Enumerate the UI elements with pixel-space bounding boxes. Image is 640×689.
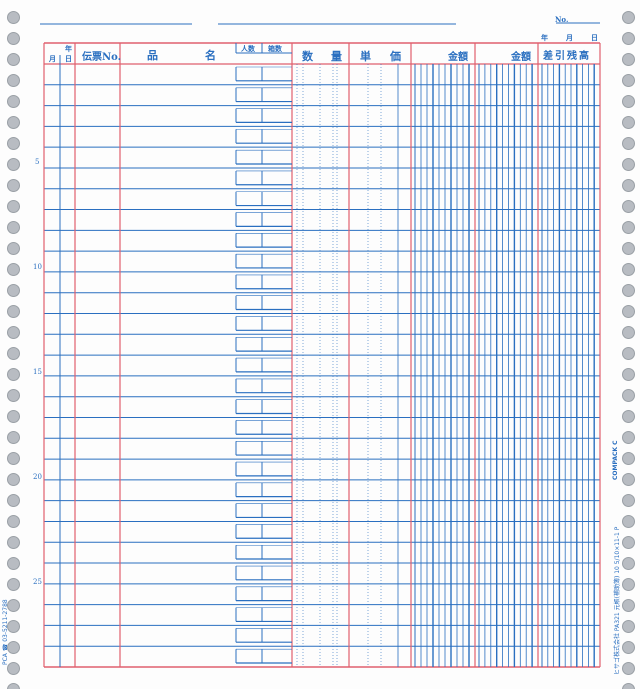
feed-hole	[622, 74, 635, 87]
header-item-name-2: 名	[205, 49, 216, 62]
header-month: 月	[49, 54, 56, 63]
feed-hole	[622, 515, 635, 528]
feed-hole	[622, 473, 635, 486]
feed-hole	[7, 95, 20, 108]
feed-hole	[622, 263, 635, 276]
date-day-label: 日	[591, 33, 598, 42]
header-item-name-1: 品	[147, 49, 158, 62]
header-quantity-1: 数	[302, 50, 313, 63]
right-side-print: ヒサゴ株式会社 PA321 元帳(補助簿) 10 5/10×11-1 P	[614, 526, 621, 675]
feed-hole	[622, 158, 635, 171]
feed-hole	[622, 389, 635, 402]
feed-hole	[7, 494, 20, 507]
feed-hole	[7, 389, 20, 402]
header-slip-no: 伝票No.	[82, 52, 122, 63]
row-number: 20	[33, 473, 42, 481]
feed-hole	[7, 179, 20, 192]
feed-hole	[7, 557, 20, 570]
no-label: No.	[555, 15, 569, 24]
feed-hole	[7, 137, 20, 150]
feed-hole	[622, 368, 635, 381]
feed-hole	[622, 137, 635, 150]
feed-hole	[622, 536, 635, 549]
feed-hole	[7, 431, 20, 444]
feed-hole	[622, 494, 635, 507]
feed-hole	[7, 410, 20, 423]
date-month-label: 月	[566, 33, 573, 42]
row-number: 5	[35, 158, 40, 166]
feed-hole	[7, 11, 20, 24]
feed-hole	[622, 641, 635, 654]
feed-hole	[622, 599, 635, 612]
feed-hole	[7, 368, 20, 381]
feed-hole	[622, 410, 635, 423]
feed-hole	[622, 32, 635, 45]
feed-hole	[7, 242, 20, 255]
feed-hole	[7, 53, 20, 66]
feed-hole	[622, 53, 635, 66]
feed-hole	[622, 578, 635, 591]
feed-hole	[622, 347, 635, 360]
header-year: 年	[65, 44, 72, 53]
feed-hole	[7, 473, 20, 486]
header-unit-price-2: 価	[390, 50, 401, 63]
feed-hole	[7, 200, 20, 213]
feed-hole	[7, 74, 20, 87]
feed-hole	[7, 284, 20, 297]
header-day: 日	[65, 54, 72, 63]
feed-hole	[7, 536, 20, 549]
feed-hole	[622, 305, 635, 318]
feed-hole	[7, 326, 20, 339]
feed-hole	[7, 158, 20, 171]
header-amount-1: 金額	[448, 52, 468, 63]
feed-hole	[622, 221, 635, 234]
header-balance: 差引残高	[543, 51, 591, 62]
header-persons: 人数	[241, 44, 255, 53]
feed-hole	[7, 683, 20, 689]
feed-hole	[622, 620, 635, 633]
feed-hole	[622, 179, 635, 192]
row-number: 10	[33, 263, 42, 271]
feed-hole	[622, 326, 635, 339]
feed-hole	[622, 662, 635, 675]
feed-hole	[7, 599, 20, 612]
feed-hole	[7, 578, 20, 591]
feed-hole	[622, 683, 635, 689]
feed-hole	[622, 11, 635, 24]
header-quantity-2: 量	[331, 50, 342, 63]
feed-hole	[7, 221, 20, 234]
feed-hole	[7, 305, 20, 318]
feed-hole	[7, 641, 20, 654]
row-number: 25	[33, 578, 42, 586]
feed-hole	[622, 431, 635, 444]
feed-hole	[7, 515, 20, 528]
feed-hole	[622, 200, 635, 213]
feed-hole	[622, 242, 635, 255]
feed-hole	[7, 662, 20, 675]
feed-hole	[622, 284, 635, 297]
feed-hole	[622, 452, 635, 465]
brand-print: COMPACK C	[612, 440, 619, 480]
feed-hole	[622, 557, 635, 570]
feed-hole	[7, 116, 20, 129]
header-amount-2: 金額	[511, 52, 531, 63]
feed-hole	[622, 116, 635, 129]
header-boxes: 箱数	[268, 44, 282, 53]
feed-hole	[622, 95, 635, 108]
feed-hole	[7, 620, 20, 633]
date-year-label: 年	[541, 33, 548, 42]
row-number: 15	[33, 368, 42, 376]
header-unit-price-1: 単	[360, 50, 371, 63]
feed-hole	[7, 347, 20, 360]
feed-hole	[7, 32, 20, 45]
feed-hole	[7, 263, 20, 276]
feed-hole	[7, 452, 20, 465]
